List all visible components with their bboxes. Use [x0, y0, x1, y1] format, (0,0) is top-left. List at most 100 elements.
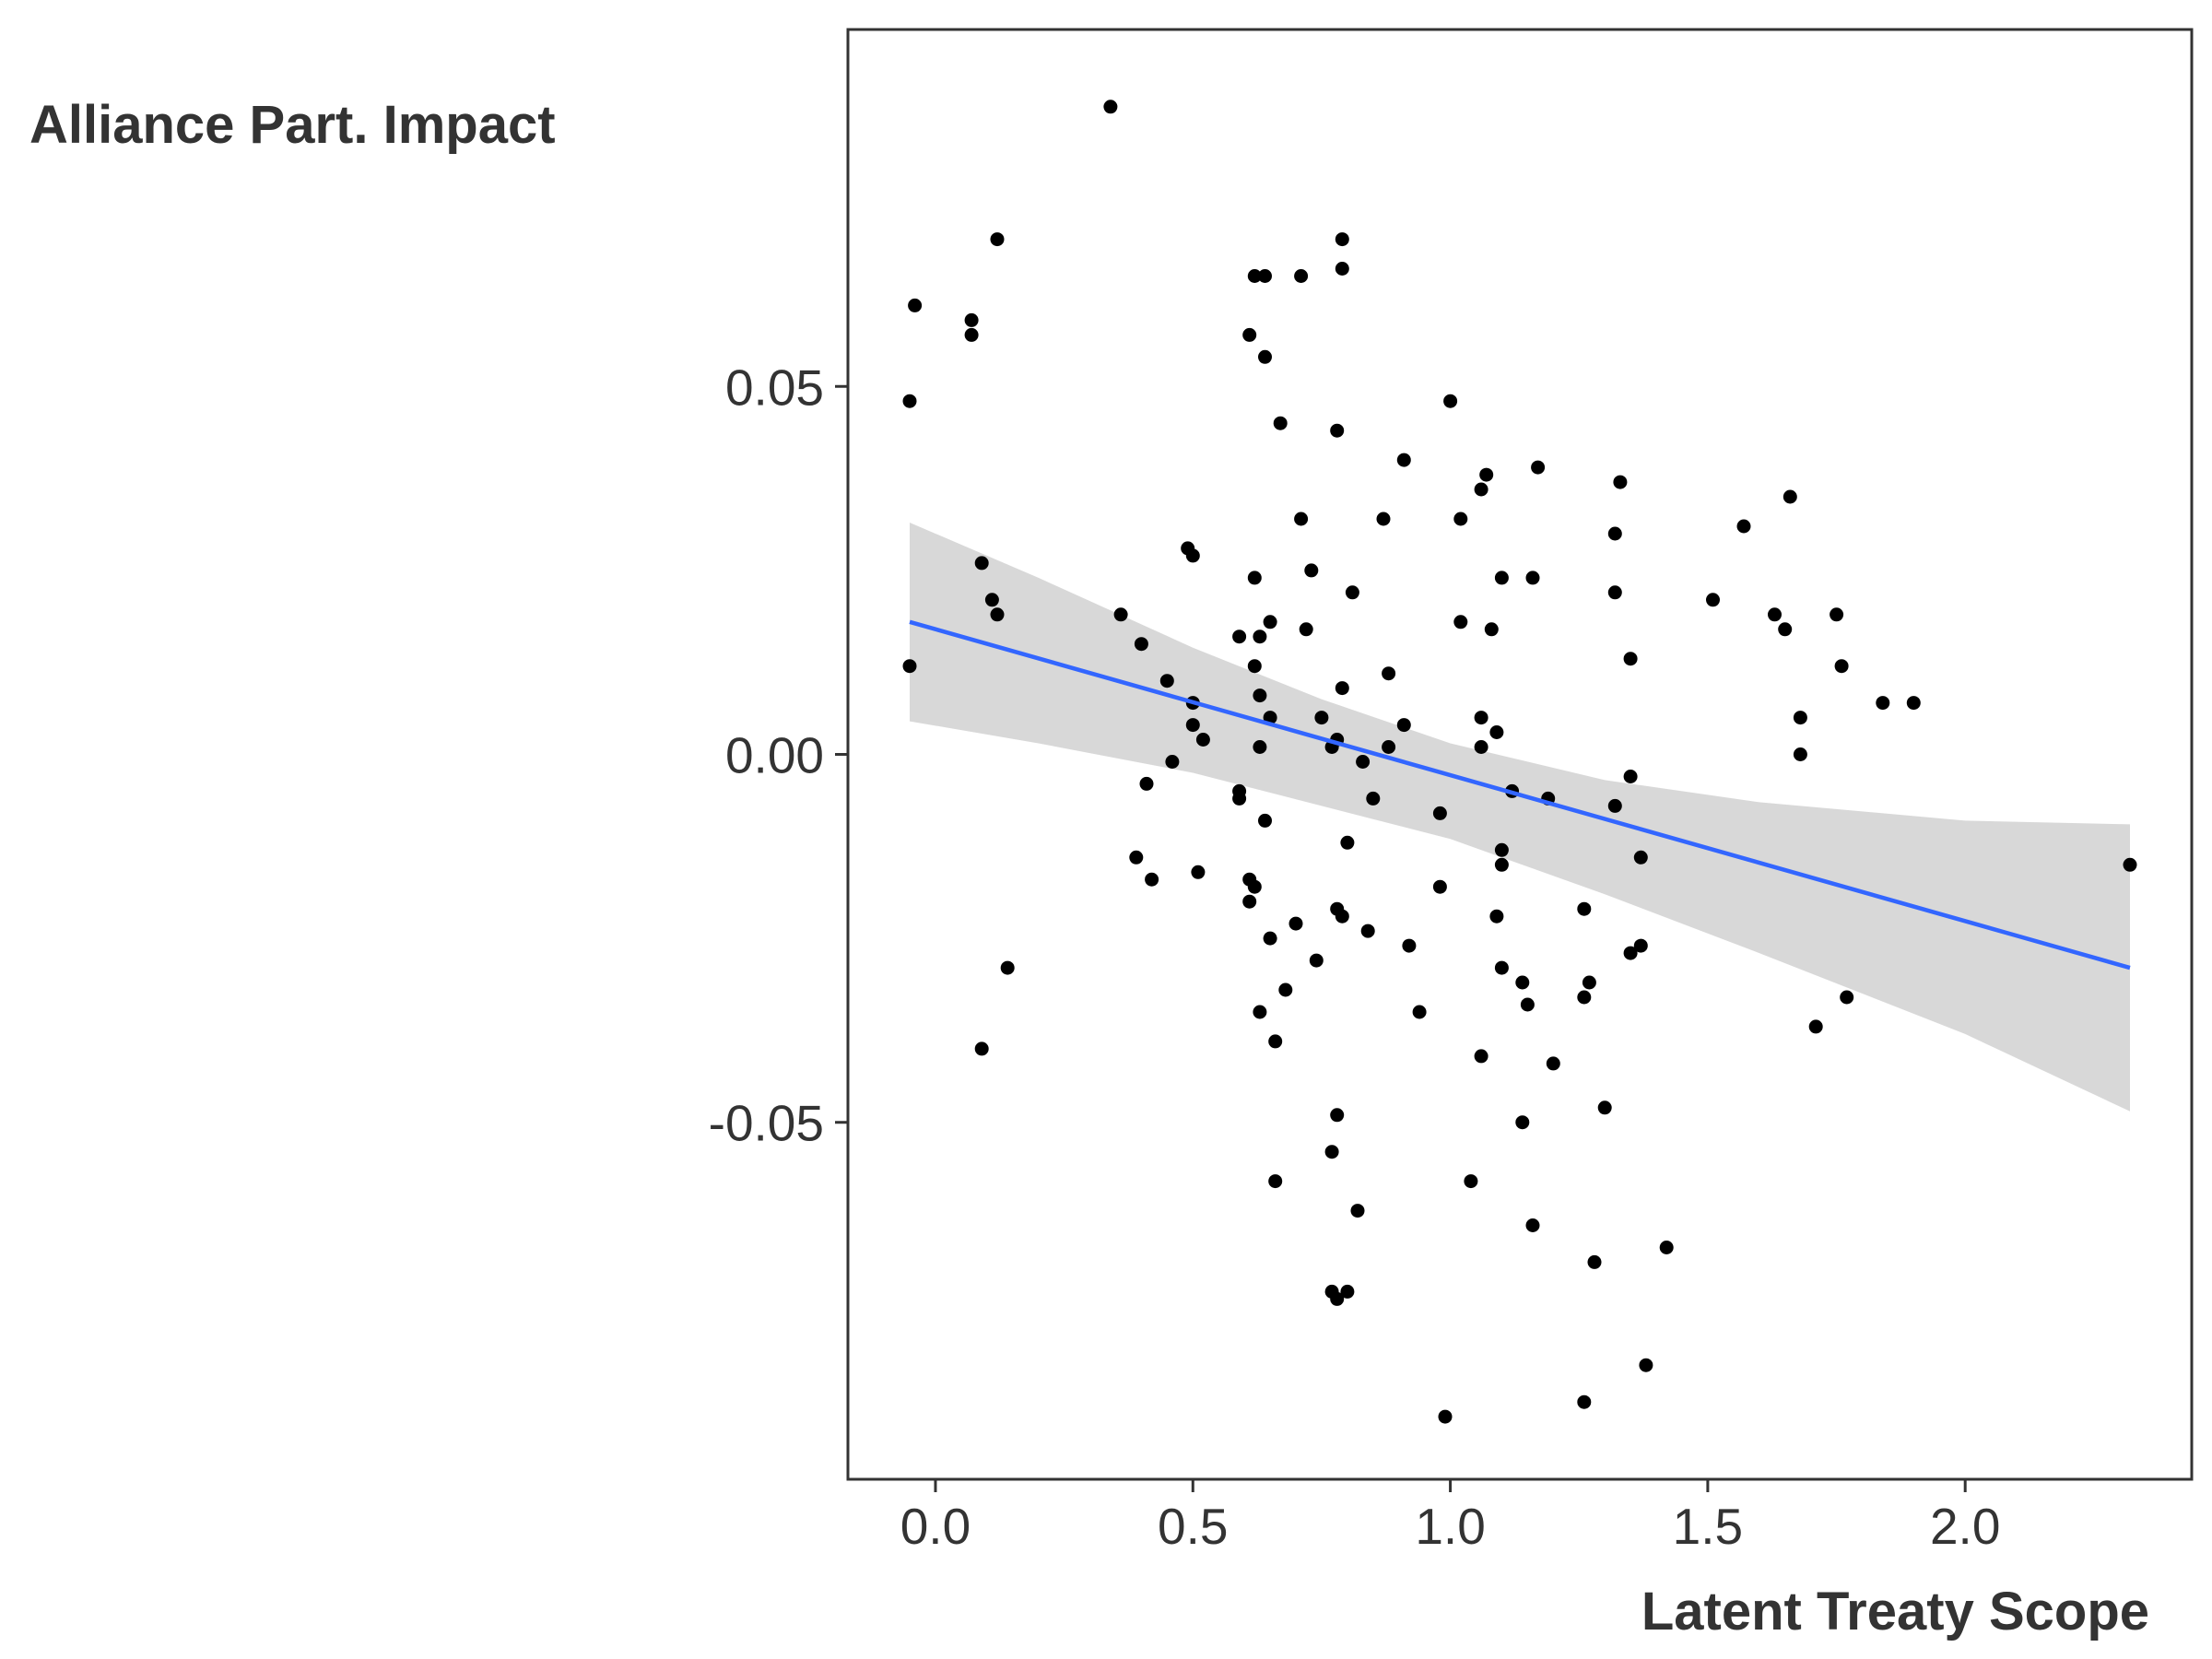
data-point: [1633, 938, 1648, 953]
data-point: [1258, 269, 1272, 283]
data-point: [1479, 467, 1494, 482]
data-point: [1876, 696, 1890, 711]
data-point: [1242, 894, 1257, 909]
data-point: [1247, 879, 1262, 894]
data-point: [1273, 416, 1288, 430]
data-point: [1494, 960, 1509, 975]
data-point: [1330, 423, 1345, 438]
data-point: [1335, 232, 1349, 247]
data-point: [1474, 711, 1488, 725]
x-tick-label: 0.5: [1158, 1498, 1228, 1555]
data-point: [1335, 909, 1349, 924]
data-point: [1134, 637, 1148, 652]
data-point: [1382, 666, 1396, 681]
data-point: [1263, 615, 1277, 629]
data-point: [1453, 512, 1468, 526]
data-point: [1232, 791, 1247, 806]
data-point: [1299, 622, 1313, 637]
data-point: [1396, 718, 1411, 733]
data-point: [1356, 755, 1371, 769]
data-point: [1247, 571, 1262, 585]
data-point: [1577, 1394, 1592, 1409]
data-point: [1185, 718, 1200, 733]
data-point: [1324, 1145, 1339, 1159]
regression-fit-line: [909, 619, 2131, 971]
data-point: [1489, 909, 1504, 924]
data-point: [1778, 622, 1793, 637]
data-point: [1268, 1174, 1283, 1189]
data-point: [1253, 629, 1267, 644]
y-tick-label: -0.05: [709, 1095, 824, 1152]
data-point: [1494, 857, 1509, 872]
data-point: [1515, 975, 1530, 990]
data-point: [1242, 327, 1257, 342]
data-point: [1840, 990, 1854, 1005]
data-point: [1577, 990, 1592, 1005]
data-point: [1432, 806, 1447, 820]
data-point: [1474, 740, 1488, 754]
data-point: [1607, 585, 1622, 600]
data-point: [974, 1041, 989, 1056]
data-point: [1633, 850, 1648, 865]
data-point: [1253, 1005, 1267, 1019]
data-point: [1607, 526, 1622, 541]
data-point: [1335, 262, 1349, 276]
data-point: [1288, 916, 1303, 931]
data-point: [2123, 857, 2137, 872]
data-point: [1577, 901, 1592, 916]
data-point: [1103, 100, 1118, 114]
data-point: [1906, 696, 1921, 711]
data-point: [1623, 946, 1638, 960]
data-point: [1768, 607, 1782, 622]
y-tick-label: 0.05: [725, 359, 824, 416]
fit-line-layer: [909, 619, 2131, 971]
data-point: [1145, 872, 1159, 887]
data-point: [1639, 1358, 1653, 1372]
data-point: [990, 607, 1005, 622]
data-point: [1494, 571, 1509, 585]
data-point: [1834, 659, 1849, 674]
data-points: [902, 100, 2137, 1424]
data-point: [1258, 349, 1272, 364]
data-point: [1330, 1291, 1345, 1306]
data-point: [1494, 842, 1509, 857]
data-point: [1453, 615, 1468, 629]
data-point: [1304, 563, 1319, 578]
data-point: [1520, 997, 1535, 1012]
data-point: [1340, 1284, 1355, 1299]
x-tick-label: 2.0: [1930, 1498, 2000, 1555]
data-point: [1489, 725, 1504, 739]
data-point: [1159, 674, 1174, 688]
data-point: [1830, 607, 1844, 622]
data-point: [1185, 548, 1200, 563]
data-point: [1253, 740, 1267, 754]
data-point: [902, 659, 917, 674]
data-point: [1000, 960, 1015, 975]
data-point: [1382, 740, 1396, 754]
data-point: [964, 327, 979, 342]
x-tick-label: 1.5: [1673, 1498, 1743, 1555]
data-point: [1263, 931, 1277, 946]
data-point: [1232, 629, 1247, 644]
data-point: [1350, 1204, 1365, 1218]
y-tick-label: 0.00: [725, 727, 824, 784]
data-point: [1736, 519, 1751, 534]
data-point: [1412, 1005, 1427, 1019]
data-point: [1195, 733, 1210, 747]
data-point: [990, 232, 1005, 247]
data-point: [1113, 607, 1128, 622]
data-point: [1258, 813, 1272, 828]
data-point: [1376, 512, 1391, 526]
data-point: [1793, 711, 1807, 725]
data-point: [1360, 924, 1375, 938]
data-point: [984, 593, 999, 607]
data-point: [1808, 1019, 1823, 1034]
x-tick-label: 1.0: [1415, 1498, 1485, 1555]
data-point: [1294, 512, 1309, 526]
data-point: [1396, 453, 1411, 467]
data-point: [1613, 475, 1628, 489]
data-point: [1474, 482, 1488, 497]
data-point: [1247, 269, 1262, 283]
confidence-band-layer: [910, 523, 2130, 1112]
